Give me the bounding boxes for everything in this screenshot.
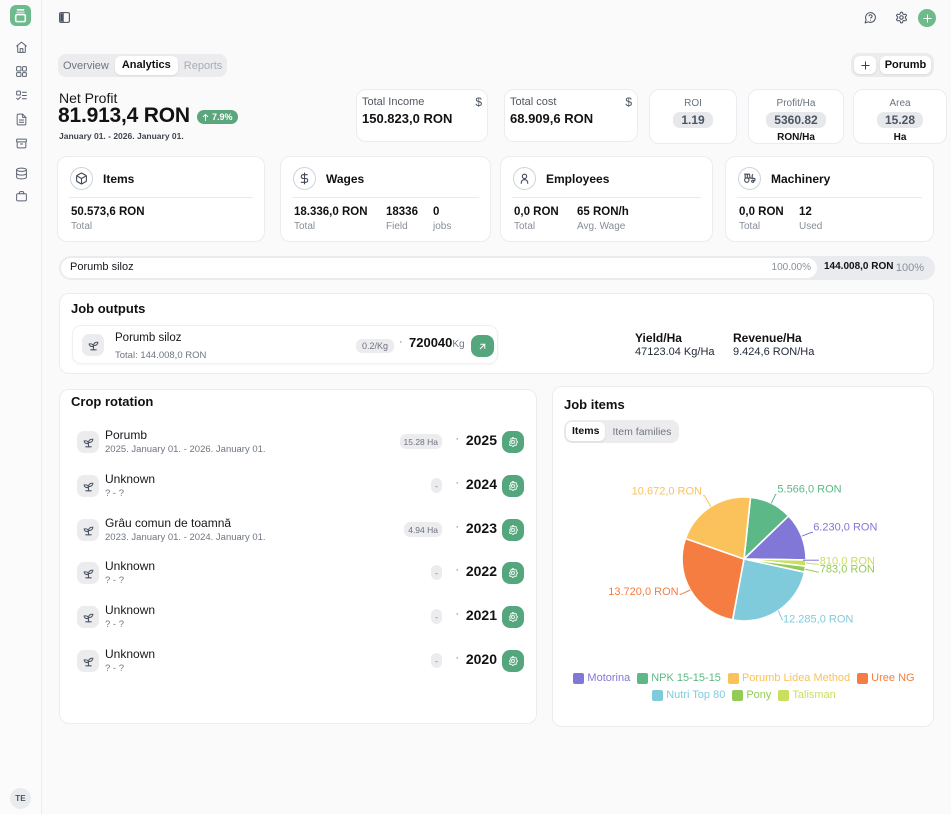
svg-text:6.230,0 RON: 6.230,0 RON (813, 522, 877, 534)
svg-text:10.672,0 RON: 10.672,0 RON (632, 486, 702, 498)
svg-text:13.720,0 RON: 13.720,0 RON (608, 586, 678, 598)
svg-text:810,0 RON: 810,0 RON (820, 556, 875, 568)
svg-text:783,0 RON: 783,0 RON (820, 564, 875, 576)
svg-text:5.566,0 RON: 5.566,0 RON (777, 484, 841, 496)
svg-text:12.285,0 RON: 12.285,0 RON (783, 614, 853, 626)
